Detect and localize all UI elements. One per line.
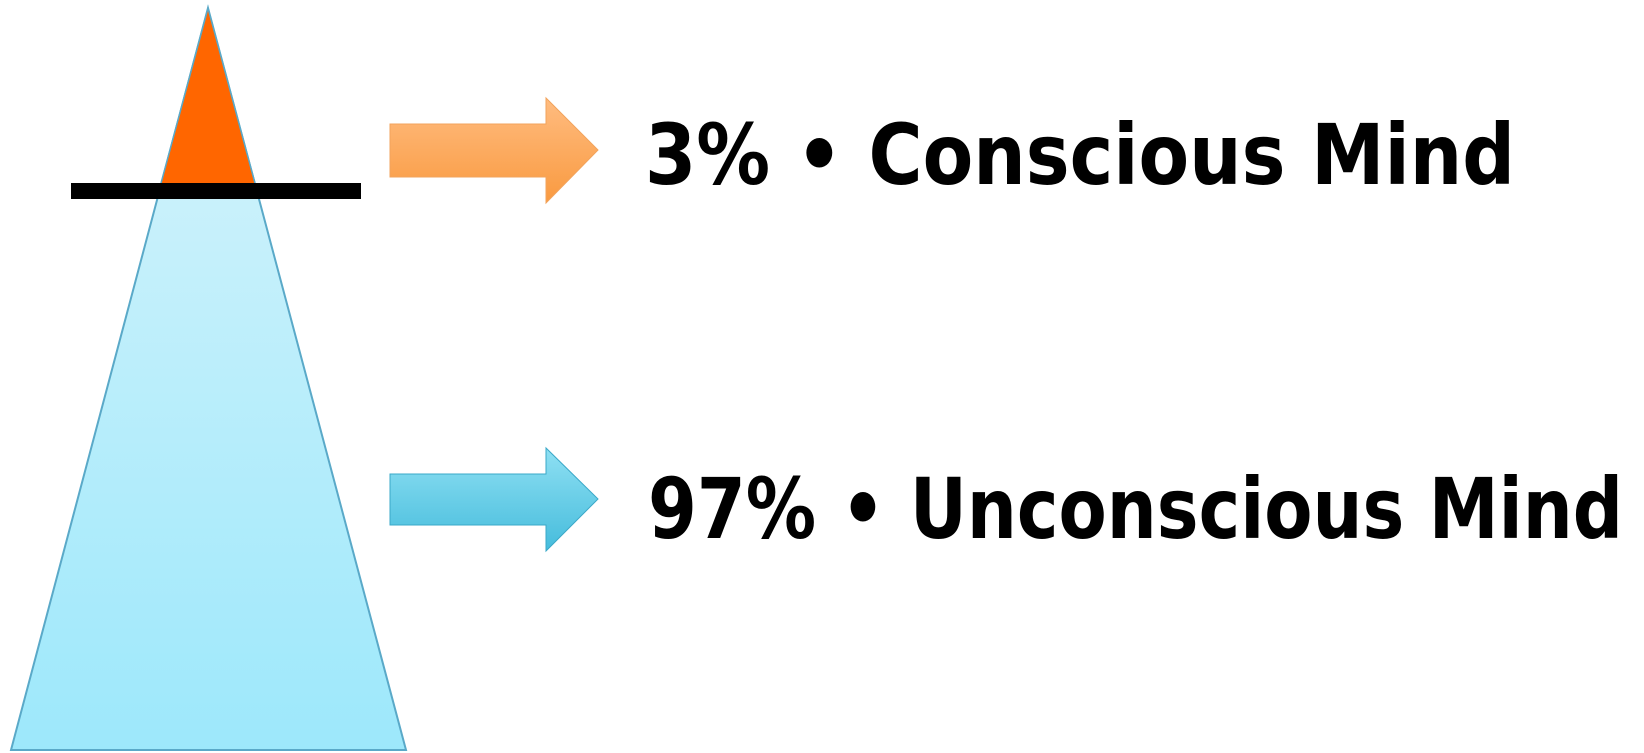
pyramid <box>9 4 408 751</box>
arrow-unconscious <box>389 446 599 553</box>
unconscious-label: 97% • Unconscious Mind <box>648 460 1623 558</box>
pyramid-tip <box>159 5 257 188</box>
arrow-conscious <box>389 96 599 205</box>
conscious-label: 3% • Conscious Mind <box>645 106 1515 204</box>
waterline <box>71 183 361 199</box>
